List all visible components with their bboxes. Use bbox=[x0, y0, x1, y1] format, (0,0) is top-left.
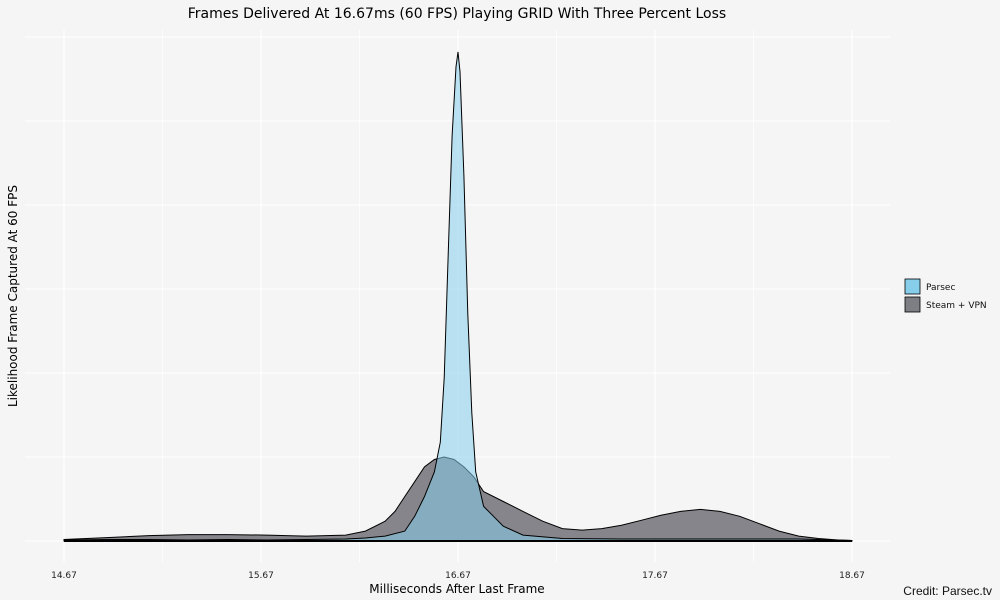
legend-label: Parsec bbox=[926, 283, 955, 293]
density-areas bbox=[63, 51, 853, 542]
chart-title: Frames Delivered At 16.67ms (60 FPS) Pla… bbox=[188, 6, 726, 22]
legend-swatch bbox=[904, 278, 921, 295]
credit-text: Credit: Parsec.tv bbox=[903, 584, 992, 598]
y-axis-label: Likelihood Frame Captured At 60 FPS bbox=[6, 185, 20, 407]
x-tick-label: 16.67 bbox=[445, 571, 471, 581]
legend-label: Steam + VPN bbox=[926, 301, 987, 311]
area-parsec bbox=[63, 51, 853, 542]
x-axis-ticks: 14.67 15.67 16.67 17.67 18.67 bbox=[51, 571, 865, 581]
x-tick-label: 18.67 bbox=[839, 571, 865, 581]
x-axis-label: Milliseconds After Last Frame bbox=[369, 582, 544, 596]
x-tick-label: 17.67 bbox=[642, 571, 668, 581]
x-tick-label: 15.67 bbox=[248, 571, 274, 581]
legend-swatch bbox=[904, 296, 921, 313]
legend: Parsec Steam + VPN bbox=[904, 278, 987, 313]
x-tick-label: 14.67 bbox=[51, 571, 77, 581]
